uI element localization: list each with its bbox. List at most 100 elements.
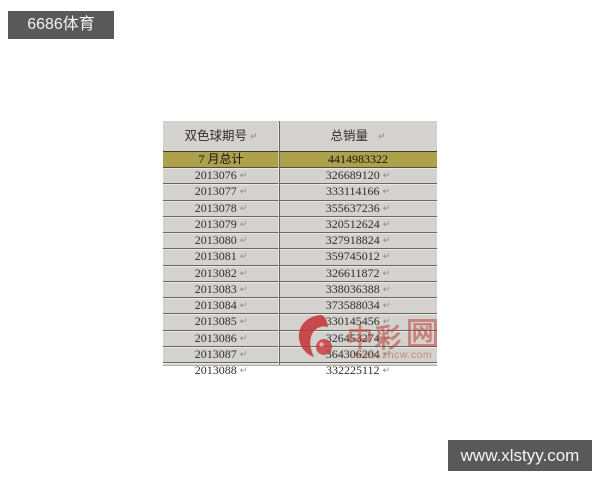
end-of-cell-mark: ↵ xyxy=(249,132,258,142)
table-header-row: 双色球期号 ↵ 总销量 ↵ xyxy=(163,121,437,151)
sales-value: 327918824 xyxy=(325,233,380,247)
col-header-sales: 总销量 ↵ xyxy=(279,121,437,151)
end-of-cell-mark: ↵ xyxy=(239,349,248,360)
end-of-cell-mark: ↵ xyxy=(239,333,248,344)
sales-value: 355637236 xyxy=(325,200,380,215)
col-header-issue-label: 双色球期号 xyxy=(184,129,247,143)
issue-cell: 2013088 ↵ xyxy=(163,363,279,378)
end-of-cell-mark: ↵ xyxy=(382,349,391,360)
issue-number: 2013087 xyxy=(194,346,237,361)
end-of-cell-mark: ↵ xyxy=(382,252,391,263)
issue-cell: 2013079 ↵ xyxy=(163,217,279,232)
end-of-cell-mark: ↵ xyxy=(239,366,248,376)
sales-value: 373588034 xyxy=(325,298,380,312)
sales-value: 332225112 xyxy=(325,363,380,377)
end-of-cell-mark: ↵ xyxy=(377,132,386,142)
table-row: 2013088 ↵ 332225112 ↵ xyxy=(163,362,437,378)
sales-cell: 330145456 ↵ xyxy=(279,314,437,329)
issue-number: 2013083 xyxy=(194,281,237,296)
issue-cell: 2013077 ↵ xyxy=(163,184,279,199)
table-row: 2013082 ↵ 326611872 ↵ xyxy=(163,264,437,281)
sales-cell: 355637236 ↵ xyxy=(279,201,437,216)
sales-cell: 326453274 ↵ xyxy=(279,331,437,346)
table-body: 2013076 ↵ 326689120 ↵ 2013077 ↵ 333114166 ↵ 2013… xyxy=(163,168,437,378)
end-of-cell-mark: ↵ xyxy=(382,171,391,181)
summary-row: 7 月总计 4414983322 xyxy=(163,151,437,168)
end-of-cell-mark: ↵ xyxy=(382,317,391,328)
end-of-cell-mark: ↵ xyxy=(239,219,248,230)
issue-cell: 2013078 ↵ xyxy=(163,201,279,216)
end-of-cell-mark: ↵ xyxy=(239,236,248,246)
table-row: 2013077 ↵ 333114166 ↵ xyxy=(163,183,437,199)
sales-cell: 326689120 ↵ xyxy=(279,168,437,183)
table-row: 2013086 ↵ 326453274 ↵ xyxy=(163,329,437,346)
end-of-cell-mark: ↵ xyxy=(239,268,248,279)
issue-number: 2013081 xyxy=(194,249,237,264)
issue-cell: 2013082 ↵ xyxy=(163,266,279,281)
issue-number: 2013084 xyxy=(194,298,237,312)
issue-number: 2013088 xyxy=(194,363,237,377)
sales-value: 333114166 xyxy=(325,184,380,199)
column-divider xyxy=(279,121,280,365)
sales-cell: 333114166 ↵ xyxy=(279,184,437,199)
issue-number: 2013077 xyxy=(194,184,237,199)
lottery-sales-table: 双色球期号 ↵ 总销量 ↵ 7 月总计 4414983322 2013076 ↵ 326… xyxy=(163,121,437,377)
issue-cell: 2013087 ↵ xyxy=(163,347,279,362)
table-row: 2013080 ↵ 327918824 ↵ xyxy=(163,232,437,248)
table-row: 2013083 ↵ 338036388 ↵ xyxy=(163,280,437,297)
sales-cell: 364306204 ↵ xyxy=(279,347,437,362)
sales-cell: 338036388 ↵ xyxy=(279,282,437,297)
issue-number: 2013079 xyxy=(194,216,237,231)
sales-cell: 373588034 ↵ xyxy=(279,298,437,313)
end-of-cell-mark: ↵ xyxy=(382,333,391,344)
issue-cell: 2013084 ↵ xyxy=(163,298,279,313)
table-row: 2013079 ↵ 320512624 ↵ xyxy=(163,215,437,232)
sales-value: 326611872 xyxy=(325,265,380,280)
issue-cell: 2013085 ↵ xyxy=(163,314,279,329)
table-row: 2013076 ↵ 326689120 ↵ xyxy=(163,168,437,183)
summary-issue-label: 7 月总计 xyxy=(198,152,244,166)
issue-number: 2013086 xyxy=(194,330,237,345)
end-of-cell-mark: ↵ xyxy=(382,187,391,198)
issue-number: 2013076 xyxy=(194,168,237,182)
issue-number: 2013085 xyxy=(194,314,237,329)
table-row: 2013085 ↵ 330145456 ↵ xyxy=(163,313,437,329)
table-row: 2013087 ↵ 364306204 ↵ xyxy=(163,345,437,362)
sales-value: 359745012 xyxy=(325,249,380,264)
end-of-cell-mark: ↵ xyxy=(239,171,248,181)
sales-cell: 332225112 ↵ xyxy=(279,363,437,378)
issue-cell: 2013083 ↵ xyxy=(163,282,279,297)
issue-number: 2013080 xyxy=(194,233,237,247)
end-of-cell-mark: ↵ xyxy=(239,284,248,295)
col-header-sales-label: 总销量 xyxy=(330,129,368,143)
end-of-cell-mark: ↵ xyxy=(239,301,248,311)
sales-value: 330145456 xyxy=(325,314,380,329)
issue-cell: 2013086 ↵ xyxy=(163,331,279,346)
end-of-cell-mark: ↵ xyxy=(382,366,391,376)
table-row: 2013081 ↵ 359745012 ↵ xyxy=(163,248,437,264)
issue-number: 2013082 xyxy=(194,265,237,280)
end-of-cell-mark: ↵ xyxy=(382,301,391,311)
site-logo-badge: 6686体育 xyxy=(8,11,114,39)
sales-value: 338036388 xyxy=(325,281,380,296)
end-of-cell-mark: ↵ xyxy=(239,252,248,263)
issue-cell: 2013081 ↵ xyxy=(163,249,279,264)
end-of-cell-mark: ↵ xyxy=(382,268,391,279)
end-of-cell-mark: ↵ xyxy=(239,317,248,328)
end-of-cell-mark: ↵ xyxy=(382,284,391,295)
sales-cell: 327918824 ↵ xyxy=(279,233,437,248)
end-of-cell-mark: ↵ xyxy=(382,219,391,230)
end-of-cell-mark: ↵ xyxy=(382,236,391,246)
watermark-url-badge: www.xlstyy.com xyxy=(448,440,592,471)
sales-value: 326453274 xyxy=(325,330,380,345)
sales-value: 326689120 xyxy=(325,168,380,182)
sales-cell: 359745012 ↵ xyxy=(279,249,437,264)
col-header-issue: 双色球期号 ↵ xyxy=(163,121,279,151)
end-of-cell-mark: ↵ xyxy=(239,187,248,198)
table-row: 2013078 ↵ 355637236 ↵ xyxy=(163,199,437,216)
end-of-cell-mark: ↵ xyxy=(382,203,391,214)
table-row: 2013084 ↵ 373588034 ↵ xyxy=(163,297,437,313)
issue-number: 2013078 xyxy=(194,200,237,215)
issue-cell: 2013076 ↵ xyxy=(163,168,279,183)
